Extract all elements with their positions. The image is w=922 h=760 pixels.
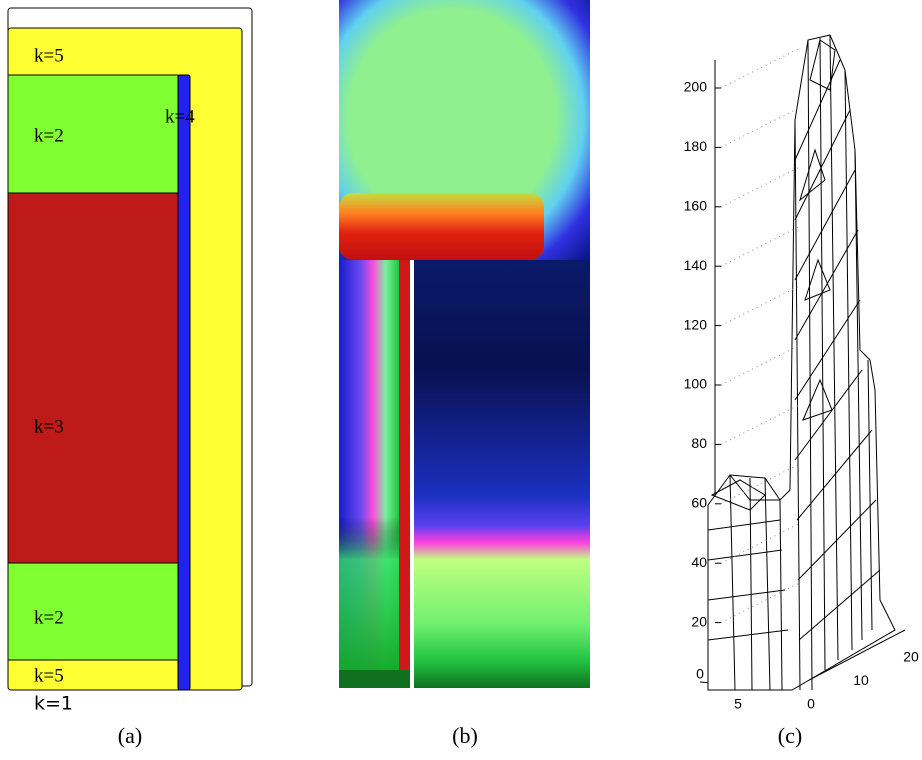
- grid-line: [720, 285, 801, 327]
- z-tick-label: 200: [684, 79, 708, 95]
- region-label: k=4: [165, 106, 195, 127]
- x-tick-label: 5: [734, 696, 742, 712]
- panel-c: (c) 20 40 60 80 100 120 140 160 180 200 0 5 0 10 20: [684, 34, 919, 748]
- z-tick-label: 160: [684, 198, 708, 214]
- mesh: [707, 34, 896, 691]
- region-k4: [177, 74, 191, 691]
- grid-line: [720, 403, 801, 445]
- grid-line: [720, 166, 801, 208]
- region-label: k=2: [34, 607, 64, 628]
- y-tick-label: 20: [903, 649, 919, 665]
- z-tick-label: 60: [691, 495, 707, 511]
- caption: (a): [118, 723, 142, 748]
- region-label: k=1: [34, 693, 73, 715]
- field-left-shade: [339, 260, 401, 688]
- grid-line: [720, 344, 801, 386]
- grid-line: [720, 47, 801, 89]
- region-k3: [7, 192, 179, 564]
- region-label: k=3: [34, 416, 64, 437]
- z-tick-label: 120: [684, 316, 708, 332]
- region-label: k=5: [34, 45, 64, 66]
- panel-a: k=5 k=2 k=4 k=3 k=2 k=5 k=1 (a): [7, 7, 253, 748]
- region-label: k=5: [34, 665, 64, 686]
- grid-line: [720, 225, 801, 267]
- z-tick-label: 20: [691, 613, 707, 629]
- x-tick-label: 0: [696, 666, 704, 682]
- z-tick-label: 100: [684, 376, 708, 392]
- field-hot-band: [339, 193, 544, 260]
- z-tick-label: 40: [691, 554, 707, 570]
- region-label: k=2: [34, 125, 64, 146]
- z-tick-label: 80: [691, 435, 707, 451]
- field-strip: [399, 260, 410, 688]
- z-tick-label: 180: [684, 138, 708, 154]
- field-bottom: [339, 670, 410, 688]
- panel-b: (b): [339, 0, 590, 748]
- grid-line: [720, 106, 801, 148]
- field-gap: [410, 260, 414, 688]
- caption: (c): [778, 723, 802, 748]
- y-tick-label: 0: [807, 696, 815, 712]
- z-tick-label: 140: [684, 257, 708, 273]
- caption: (b): [452, 723, 478, 748]
- field-right: [414, 260, 590, 688]
- y-tick-label: 10: [853, 672, 869, 688]
